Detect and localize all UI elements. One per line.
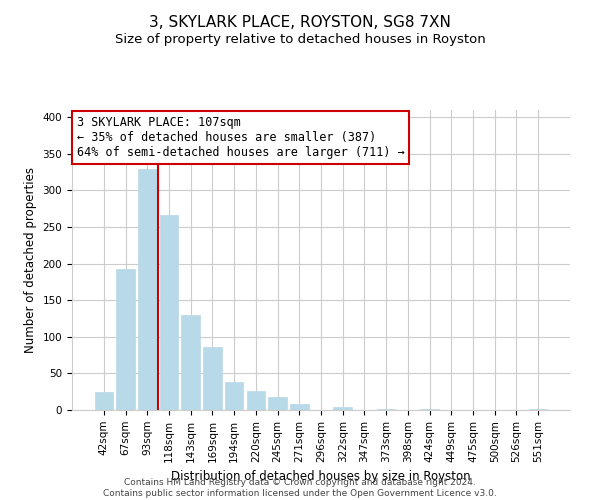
Bar bbox=[290, 404, 308, 410]
Bar bbox=[334, 407, 352, 410]
Y-axis label: Number of detached properties: Number of detached properties bbox=[24, 167, 37, 353]
Bar bbox=[377, 408, 395, 410]
Bar bbox=[181, 315, 200, 410]
Text: 3, SKYLARK PLACE, ROYSTON, SG8 7XN: 3, SKYLARK PLACE, ROYSTON, SG8 7XN bbox=[149, 15, 451, 30]
Text: Size of property relative to detached houses in Royston: Size of property relative to detached ho… bbox=[115, 32, 485, 46]
Text: Contains HM Land Registry data © Crown copyright and database right 2024.
Contai: Contains HM Land Registry data © Crown c… bbox=[103, 478, 497, 498]
Bar bbox=[95, 392, 113, 410]
Bar bbox=[138, 168, 157, 410]
Bar bbox=[247, 391, 265, 410]
Text: 3 SKYLARK PLACE: 107sqm
← 35% of detached houses are smaller (387)
64% of semi-d: 3 SKYLARK PLACE: 107sqm ← 35% of detache… bbox=[77, 116, 405, 159]
X-axis label: Distribution of detached houses by size in Royston: Distribution of detached houses by size … bbox=[171, 470, 471, 483]
Bar bbox=[116, 269, 135, 410]
Bar bbox=[529, 408, 547, 410]
Bar bbox=[203, 347, 221, 410]
Bar bbox=[268, 397, 287, 410]
Bar bbox=[225, 382, 244, 410]
Bar bbox=[160, 216, 178, 410]
